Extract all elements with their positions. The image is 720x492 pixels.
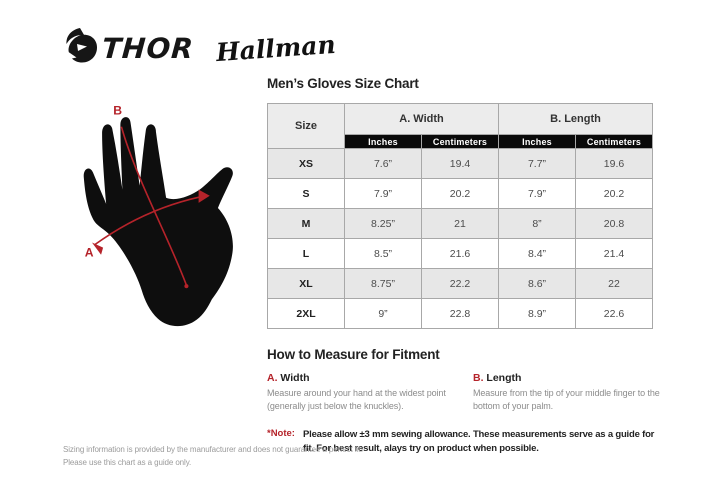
label-a: A [85,246,94,260]
length-cm-value: 21.4 [575,238,653,269]
measure-width-letter: A. [267,372,278,384]
measure-width-label: A. Width [267,372,473,384]
width-inches-value: 9” [344,298,422,329]
width-cm-value: 21.6 [421,238,499,269]
length-inches-value: 7.9” [498,178,576,209]
brand-logos: THOR Hallman [64,26,336,71]
width-cm-value: 22.8 [421,298,499,329]
table-row-l: L 8.5” 21.6 8.4” 21.4 [267,238,653,269]
length-cm-value: 20.8 [575,208,653,239]
measure-width-text: Measure around your hand at the widest p… [267,388,446,412]
header-width-inches: Inches [344,134,422,149]
size-value: 2XL [267,298,345,329]
width-cm-value: 21 [421,208,499,239]
header-length-group: B. Length [498,103,653,135]
table-row-m: M 8.25” 21 8” 20.8 [267,208,653,239]
length-inches-value: 8.6” [498,268,576,299]
width-inches-value: 8.25” [344,208,422,239]
thor-helmet-icon [64,26,100,71]
width-inches-value: 8.75” [344,268,422,299]
table-row-xl: XL 8.75” 22.2 8.6” 22 [267,268,653,299]
header-width-cm: Centimeters [421,134,499,149]
measure-length-label: B. Length [473,372,655,384]
size-chart-table: Size A. Width B. Length Inches Centimete… [267,103,653,329]
width-measure-line [94,195,201,246]
measure-width-word: Width [277,372,310,384]
label-b: B [113,103,122,117]
table-row-xs: XS 7.6” 19.4 7.7” 19.6 [267,148,653,179]
measure-width-block: A. Width Measure around your hand at the… [267,372,473,413]
width-cm-value: 20.2 [421,178,499,209]
disclaimer-line-2: Please use this chart as a guide only. [63,457,192,467]
fit-note: *Note: Please allow ±3 mm sewing allowan… [267,428,657,457]
width-cm-value: 22.2 [421,268,499,299]
thor-logo-text: THOR [100,32,196,65]
header-size: Size [267,103,345,149]
note-text: Please allow ±3 mm sewing allowance. The… [303,429,655,455]
measure-length-letter: B. [473,372,484,384]
size-value: XL [267,268,345,299]
length-inches-value: 8.9” [498,298,576,329]
size-value: XS [267,148,345,179]
header-width-group: A. Width [344,103,499,135]
length-cm-value: 19.6 [575,148,653,179]
length-inches-value: 7.7” [498,148,576,179]
length-measure-line [120,126,188,286]
hallman-logo-text: Hallman [215,29,337,68]
width-cm-value: 19.4 [421,148,499,179]
size-value: L [267,238,345,269]
length-cm-value: 20.2 [575,178,653,209]
manufacturer-disclaimer: Sizing information is provided by the ma… [63,444,363,470]
size-value: S [267,178,345,209]
measure-length-text: Measure from the tip of your middle fing… [473,388,660,412]
glove-measurement-diagram: B A [58,84,262,338]
chart-title: Men’s Gloves Size Chart [267,76,419,91]
table-row-s: S 7.9” 20.2 7.9” 20.2 [267,178,653,209]
measure-title: How to Measure for Fitment [267,347,440,362]
chart-column: Men’s Gloves Size Chart Size A. Width B.… [267,76,660,457]
length-cm-value: 22.6 [575,298,653,329]
length-cm-value: 22 [575,268,653,299]
thor-logo: THOR [64,26,196,71]
note-label: *Note: [267,428,295,440]
measure-length-word: Length [483,372,522,384]
measure-length-block: B. Length Measure from the tip of your m… [473,372,660,413]
measure-section: How to Measure for Fitment A. Width Meas… [267,347,660,457]
width-inches-value: 8.5” [344,238,422,269]
length-inches-value: 8.4” [498,238,576,269]
width-inches-value: 7.6” [344,148,422,179]
table-row-2xl: 2XL 9” 22.8 8.9” 22.6 [267,298,653,329]
length-inches-value: 8” [498,208,576,239]
header-length-inches: Inches [498,134,576,149]
header-length-cm: Centimeters [575,134,653,149]
size-value: M [267,208,345,239]
disclaimer-line-1: Sizing information is provided by the ma… [63,445,363,454]
width-inches-value: 7.9” [344,178,422,209]
